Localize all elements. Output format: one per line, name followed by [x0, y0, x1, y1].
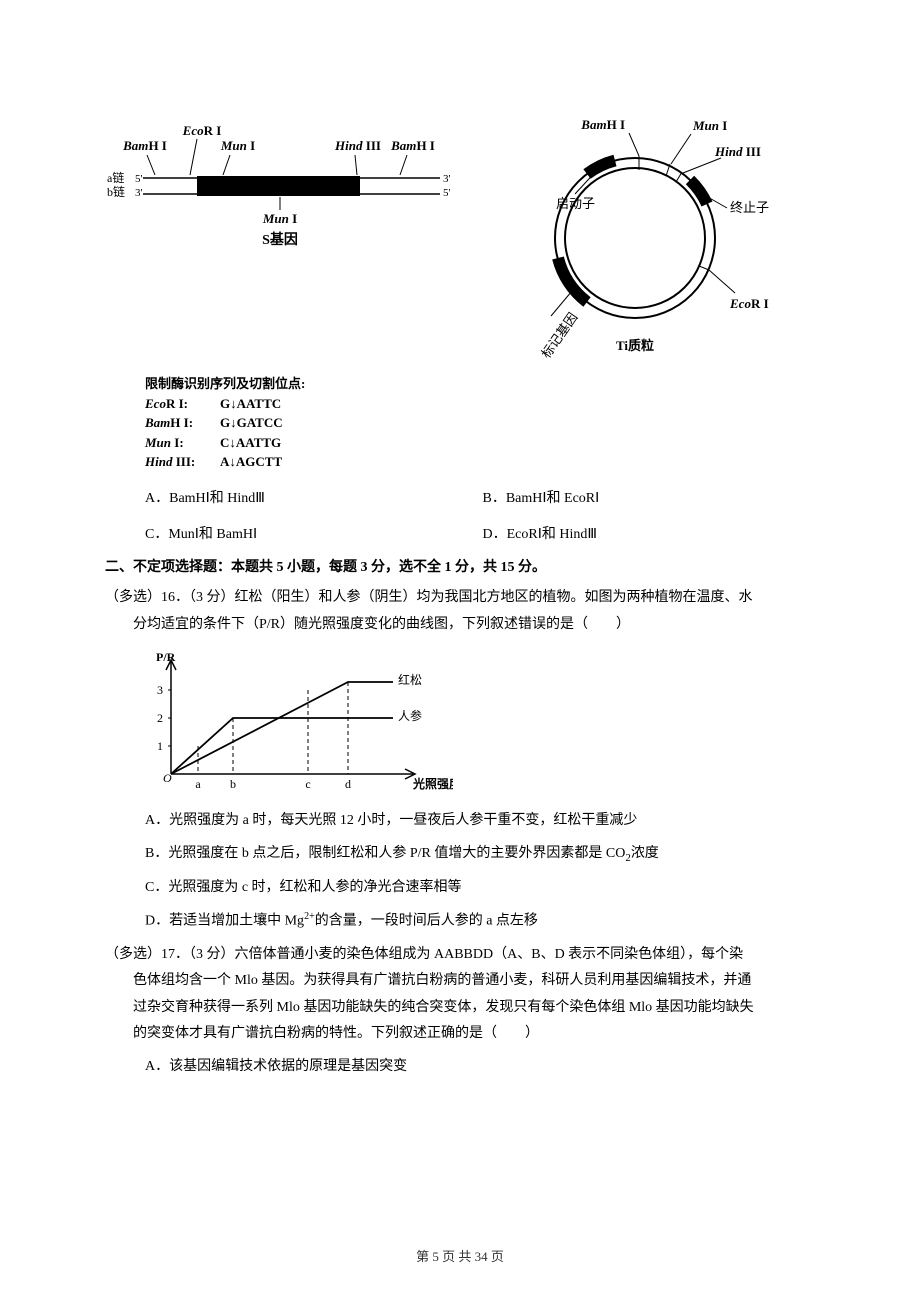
section-2-head: 二、不定项选择题：本题共 5 小题，每题 3 分，选不全 1 分，共 15 分。 [105, 555, 820, 582]
q16-stem1: （多选）16．（3 分）红松（阳生）和人参（阴生）均为我国北方地区的植物。如图为… [105, 585, 820, 612]
svg-text:Hind III: Hind III [714, 144, 761, 159]
enzyme-box: 限制酶识别序列及切割位点: EcoR I:G↓AATTC BamH I:G↓GA… [145, 374, 820, 472]
svg-text:3': 3' [135, 187, 143, 199]
option-a: A．BamHⅠ和 HindⅢ [145, 486, 483, 513]
q17-stem3: 过杂交育种获得一系列 Mlo 基因功能缺失的纯合突变体，发现只有每个染色体组 M… [133, 995, 820, 1022]
svg-text:Mun I: Mun I [220, 138, 255, 153]
q17-options: A．该基因编辑技术依据的原理是基因突变 [145, 1054, 820, 1081]
svg-text:Hind III: Hind III [334, 138, 381, 153]
svg-text:a链: a链 [107, 170, 124, 185]
svg-text:a: a [195, 777, 201, 791]
q17-stem1: （多选）17．（3 分）六倍体普通小麦的染色体组成为 AABBDD（A、B、D … [105, 942, 820, 969]
q16-opt-b: B．光照强度在 b 点之后，限制红松和人参 P/R 值增大的主要外界因素都是 C… [145, 841, 820, 869]
svg-text:Mun I: Mun I [262, 211, 297, 226]
q15-options: A．BamHⅠ和 HindⅢ B．BamHⅠ和 EcoRⅠ C．MunⅠ和 Ba… [145, 486, 820, 549]
svg-text:红松: 红松 [398, 672, 422, 687]
svg-text:EcoR I: EcoR I [729, 296, 769, 311]
svg-text:b链: b链 [107, 184, 125, 199]
svg-text:c: c [305, 777, 310, 791]
q16-options: A．光照强度为 a 时，每天光照 12 小时，一昼夜后人参干重不变，红松干重减少… [145, 808, 820, 935]
option-b: B．BamHⅠ和 EcoRⅠ [483, 486, 821, 513]
svg-text:Ti质粒: Ti质粒 [616, 338, 654, 353]
q16-opt-c: C．光照强度为 c 时，红松和人参的净光合速率相等 [145, 875, 820, 902]
q17-opt-a: A．该基因编辑技术依据的原理是基因突变 [145, 1054, 820, 1081]
svg-text:BamH I: BamH I [580, 120, 625, 132]
linear-map: BamH I EcoR I Mun I Hind III BamH I a链 b… [105, 120, 465, 290]
q16-stem2: 分均适宜的条件下（P/R）随光照强度变化的曲线图，下列叙述错误的是（ ） [133, 612, 820, 639]
svg-text:2: 2 [157, 711, 163, 725]
q17-stem4: 的突变体才具有广谱抗白粉病的特性。下列叙述正确的是（ ） [133, 1021, 820, 1048]
q16-graph: P/R 1 2 3 O a b c d 光照强度 [133, 642, 453, 802]
page-footer: 第 5 页 共 34 页 [0, 1245, 920, 1270]
svg-text:b: b [230, 777, 236, 791]
svg-text:人参: 人参 [398, 708, 422, 723]
option-c: C．MunⅠ和 BamHⅠ [145, 522, 483, 549]
svg-text:终止子: 终止子 [730, 200, 769, 215]
svg-text:光照强度: 光照强度 [412, 776, 453, 791]
svg-text:3': 3' [443, 173, 451, 185]
svg-text:启动子: 启动子 [556, 196, 595, 211]
svg-text:5': 5' [443, 187, 451, 199]
q17-stem2: 色体组均含一个 Mlo 基因。为获得具有广谱抗白粉病的普通小麦，科研人员利用基因… [133, 968, 820, 995]
q16-opt-a: A．光照强度为 a 时，每天光照 12 小时，一昼夜后人参干重不变，红松干重减少 [145, 808, 820, 835]
svg-text:BamH I: BamH I [390, 138, 435, 153]
svg-text:Mun I: Mun I [692, 120, 727, 133]
svg-text:1: 1 [157, 739, 163, 753]
svg-text:d: d [345, 777, 351, 791]
q16-opt-d: D．若适当增加土壤中 Mg2+的含量，一段时间后人参的 a 点左移 [145, 907, 820, 935]
option-d: D．EcoRⅠ和 HindⅢ [483, 522, 821, 549]
svg-text:O: O [163, 771, 172, 785]
plasmid-map: 启动子 终止子 标记基因 Ti质粒 BamH I Mun I Hind III … [485, 120, 785, 370]
svg-text:3: 3 [157, 683, 163, 697]
svg-text:标记基因: 标记基因 [538, 310, 580, 361]
svg-text:S基因: S基因 [262, 231, 298, 248]
enzyme-header: 限制酶识别序列及切割位点: [145, 374, 820, 394]
svg-text:5': 5' [135, 173, 143, 185]
svg-text:EcoR I: EcoR I [182, 123, 222, 138]
svg-text:P/R: P/R [156, 650, 176, 664]
svg-text:BamH I: BamH I [122, 138, 167, 153]
